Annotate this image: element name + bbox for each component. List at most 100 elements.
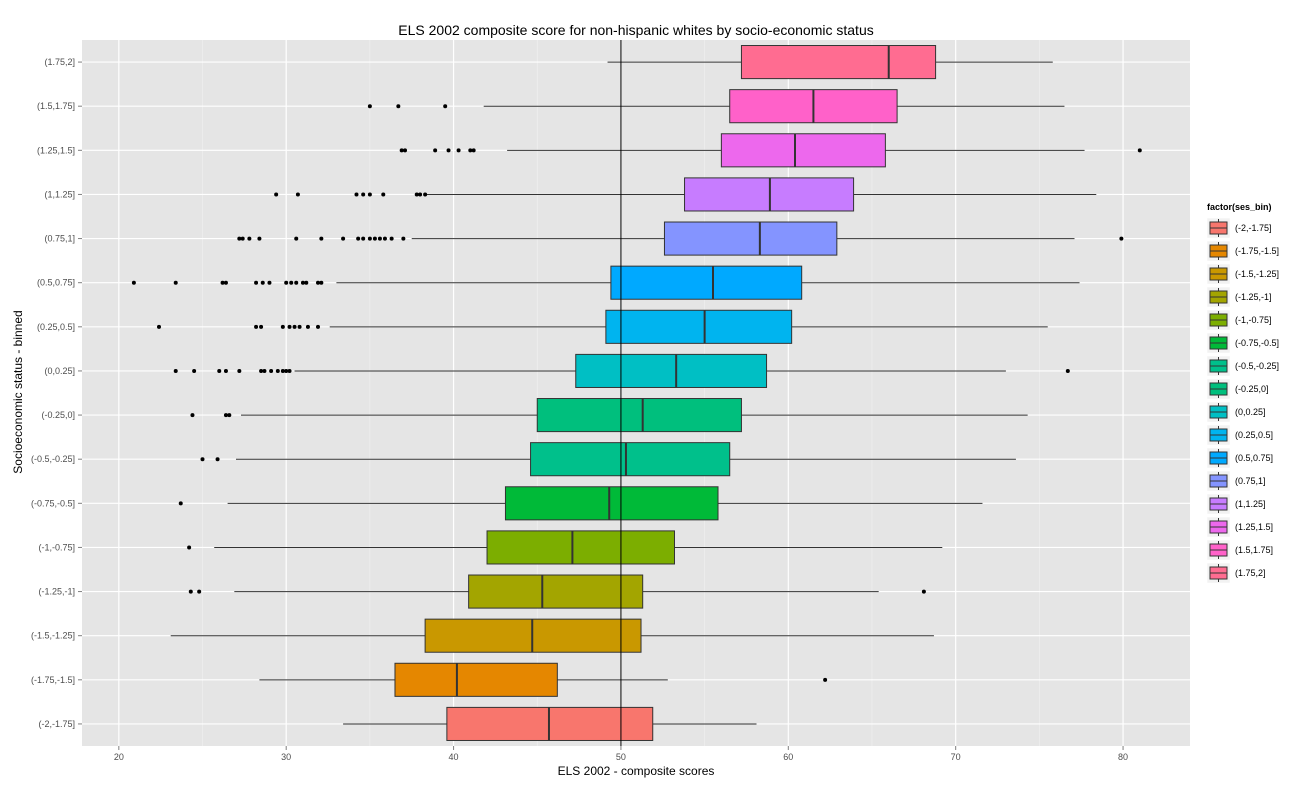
box: [504, 486, 719, 521]
outlier-point: [319, 236, 324, 241]
box: [394, 662, 558, 697]
y-tick-label: (-1.75,-1.5]: [31, 675, 75, 685]
outlier-point: [367, 236, 372, 241]
legend-title: factor(ses_bin): [1207, 202, 1272, 212]
legend-label: (-0.75,-0.5]: [1235, 338, 1279, 348]
outlier-point: [823, 677, 828, 682]
outlier-point: [254, 324, 259, 329]
y-tick-label: (1.5,1.75]: [37, 101, 75, 111]
y-tick-label: (-1,-0.75]: [38, 542, 75, 552]
outlier-point: [361, 192, 366, 197]
outlier-point: [377, 236, 382, 241]
outlier-point: [1137, 148, 1142, 153]
outlier-point: [468, 148, 473, 153]
outlier-point: [220, 280, 225, 285]
legend-label: (-1.75,-1.5]: [1235, 246, 1279, 256]
outlier-point: [262, 368, 267, 373]
legend: factor(ses_bin) (-2,-1.75] (-1.75,-1.5] (-…: [1206, 202, 1279, 584]
outlier-point: [192, 368, 197, 373]
outlier-point: [315, 324, 320, 329]
outlier-point: [361, 236, 366, 241]
outlier-point: [254, 280, 259, 285]
box: [575, 353, 768, 388]
x-axis-title: ELS 2002 - composite scores: [558, 764, 715, 778]
legend-label: (-0.25,0]: [1235, 384, 1269, 394]
outlier-point: [372, 236, 377, 241]
outlier-point: [280, 324, 285, 329]
outlier-point: [356, 236, 361, 241]
outlier-point: [389, 236, 394, 241]
outlier-point: [275, 368, 280, 373]
x-tick-label: 70: [951, 752, 961, 762]
legend-item: (-2,-1.75]: [1206, 217, 1272, 239]
outlier-point: [260, 280, 265, 285]
outlier-point: [418, 192, 423, 197]
box: [468, 574, 644, 609]
box: [720, 133, 886, 168]
outlier-point: [456, 148, 461, 153]
x-tick-label: 80: [1118, 752, 1128, 762]
y-tick-label: (1.25,1.5]: [37, 145, 75, 155]
outlier-point: [381, 192, 386, 197]
outlier-point: [173, 280, 178, 285]
outlier-point: [237, 236, 242, 241]
outlier-point: [223, 368, 228, 373]
outlier-point: [247, 236, 252, 241]
legend-item: (-1,-0.75]: [1206, 309, 1272, 331]
outlier-point: [305, 324, 310, 329]
box-group: [237, 221, 1124, 256]
outlier-point: [446, 148, 451, 153]
outlier-point: [382, 236, 387, 241]
outlier-point: [190, 413, 195, 418]
legend-item: (0.5,0.75]: [1206, 447, 1273, 469]
box: [536, 398, 742, 433]
y-tick-label: (-0.5,-0.25]: [31, 454, 75, 464]
box-group: [190, 398, 1028, 433]
outlier-point: [274, 192, 279, 197]
legend-item: (-1.5,-1.25]: [1206, 263, 1279, 285]
outlier-point: [294, 236, 299, 241]
outlier-point: [319, 280, 324, 285]
outlier-point: [156, 324, 161, 329]
legend-item: (0,0.25]: [1206, 401, 1266, 423]
y-tick-label: (0.25,0.5]: [37, 322, 75, 332]
y-tick-label: (-0.75,-0.5]: [31, 498, 75, 508]
box-group: [178, 486, 983, 521]
box-group: [343, 706, 757, 741]
outlier-point: [223, 280, 228, 285]
legend-label: (1.25,1.5]: [1235, 522, 1273, 532]
outlier-point: [173, 368, 178, 373]
legend-item: (1.25,1.5]: [1206, 516, 1273, 538]
legend-label: (0.75,1]: [1235, 476, 1266, 486]
outlier-point: [401, 236, 406, 241]
outlier-point: [315, 280, 320, 285]
y-tick-label: (1,1.25]: [44, 189, 75, 199]
outlier-point: [297, 324, 302, 329]
x-tick-label: 40: [449, 752, 459, 762]
outlier-point: [257, 236, 262, 241]
box-group: [170, 618, 934, 653]
legend-label: (-2,-1.75]: [1235, 223, 1272, 233]
y-tick-label: (0.75,1]: [44, 234, 75, 244]
legend-label: (-0.5,-0.25]: [1235, 361, 1279, 371]
y-tick-label: (1.75,2]: [44, 57, 75, 67]
outlier-point: [217, 368, 222, 373]
outlier-point: [354, 192, 359, 197]
outlier-point: [284, 368, 289, 373]
outlier-point: [287, 368, 292, 373]
x-tick-label: 30: [281, 752, 291, 762]
chart-title: ELS 2002 composite score for non-hispani…: [398, 22, 873, 38]
y-tick-label: (-1.5,-1.25]: [31, 631, 75, 641]
legend-label: (0.5,0.75]: [1235, 453, 1273, 463]
box-group: [131, 265, 1080, 300]
outlier-point: [215, 457, 220, 462]
outlier-point: [294, 280, 299, 285]
y-axis-title: Socioeconomic status - binned: [11, 310, 25, 473]
outlier-point: [295, 192, 300, 197]
legend-item: (1.5,1.75]: [1206, 539, 1273, 561]
box: [740, 45, 937, 80]
outlier-point: [287, 324, 292, 329]
outlier-point: [237, 368, 242, 373]
outlier-point: [200, 457, 205, 462]
